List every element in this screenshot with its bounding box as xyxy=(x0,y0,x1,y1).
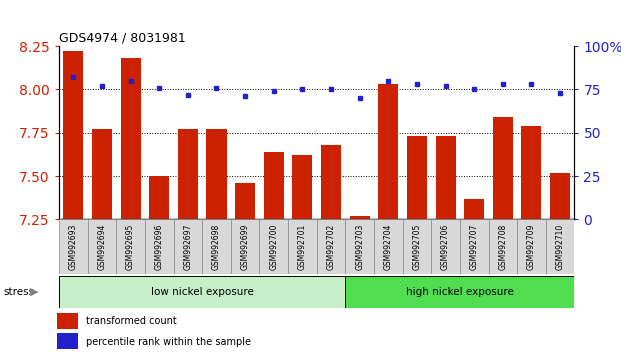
Text: GSM992696: GSM992696 xyxy=(155,224,164,270)
Bar xyxy=(517,219,546,274)
Bar xyxy=(231,219,260,274)
Bar xyxy=(260,219,288,274)
Bar xyxy=(202,219,231,274)
Bar xyxy=(88,219,116,274)
Bar xyxy=(464,199,484,219)
Bar xyxy=(460,219,489,274)
Bar xyxy=(288,219,317,274)
Text: GSM992695: GSM992695 xyxy=(126,224,135,270)
Bar xyxy=(550,173,570,219)
Bar xyxy=(350,216,369,219)
Bar xyxy=(435,136,456,219)
Bar xyxy=(235,183,255,219)
Bar xyxy=(57,333,78,349)
Bar xyxy=(149,176,170,219)
Text: GSM992703: GSM992703 xyxy=(355,224,364,270)
Bar xyxy=(522,126,542,219)
Bar xyxy=(120,58,140,219)
Text: ▶: ▶ xyxy=(30,287,39,297)
Bar xyxy=(407,136,427,219)
Bar xyxy=(59,219,88,274)
Bar xyxy=(345,276,574,308)
Bar xyxy=(378,84,398,219)
Text: transformed count: transformed count xyxy=(86,316,177,326)
Text: GSM992698: GSM992698 xyxy=(212,224,221,270)
Bar xyxy=(321,145,341,219)
Bar xyxy=(173,219,202,274)
Text: GSM992704: GSM992704 xyxy=(384,224,393,270)
Bar xyxy=(116,219,145,274)
Text: GSM992697: GSM992697 xyxy=(183,224,193,270)
Text: GSM992693: GSM992693 xyxy=(69,224,78,270)
Bar xyxy=(59,276,345,308)
Text: GDS4974 / 8031981: GDS4974 / 8031981 xyxy=(59,32,186,45)
Text: GSM992700: GSM992700 xyxy=(270,224,278,270)
Text: GSM992708: GSM992708 xyxy=(498,224,507,270)
Bar xyxy=(145,219,173,274)
Bar xyxy=(264,152,284,219)
Text: GSM992694: GSM992694 xyxy=(97,224,106,270)
Text: low nickel exposure: low nickel exposure xyxy=(151,287,253,297)
Bar xyxy=(317,219,345,274)
Bar xyxy=(489,219,517,274)
Text: percentile rank within the sample: percentile rank within the sample xyxy=(86,337,251,347)
Bar xyxy=(92,129,112,219)
Bar xyxy=(292,155,312,219)
Bar xyxy=(57,313,78,329)
Text: GSM992707: GSM992707 xyxy=(469,224,479,270)
Text: high nickel exposure: high nickel exposure xyxy=(406,287,514,297)
Bar xyxy=(431,219,460,274)
Text: GSM992699: GSM992699 xyxy=(240,224,250,270)
Bar xyxy=(63,51,83,219)
Text: GSM992702: GSM992702 xyxy=(327,224,335,270)
Bar xyxy=(374,219,402,274)
Text: GSM992709: GSM992709 xyxy=(527,224,536,270)
Bar xyxy=(178,129,198,219)
Bar xyxy=(402,219,431,274)
Text: GSM992710: GSM992710 xyxy=(556,224,564,270)
Bar xyxy=(493,117,513,219)
Bar xyxy=(546,219,574,274)
Text: stress: stress xyxy=(3,287,34,297)
Text: GSM992701: GSM992701 xyxy=(298,224,307,270)
Bar xyxy=(345,219,374,274)
Bar xyxy=(206,129,227,219)
Text: GSM992706: GSM992706 xyxy=(441,224,450,270)
Text: GSM992705: GSM992705 xyxy=(412,224,422,270)
